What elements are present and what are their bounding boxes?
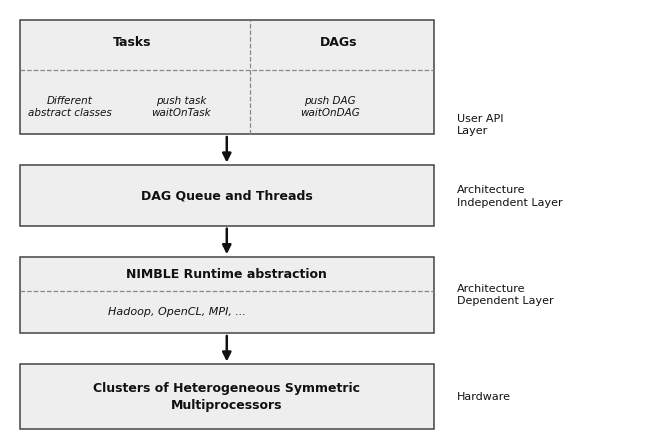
- Text: NIMBLE Runtime abstraction: NIMBLE Runtime abstraction: [126, 268, 327, 281]
- Text: push task
waitOnTask: push task waitOnTask: [151, 96, 211, 118]
- Text: Hardware: Hardware: [457, 392, 511, 402]
- Text: Different
abstract classes: Different abstract classes: [28, 96, 111, 118]
- Text: User API
Layer: User API Layer: [457, 114, 504, 136]
- Text: DAG Queue and Threads: DAG Queue and Threads: [141, 189, 313, 202]
- Bar: [20, 257, 434, 333]
- Bar: [20, 364, 434, 429]
- Text: Tasks: Tasks: [113, 36, 151, 50]
- Text: Clusters of Heterogeneous Symmetric
Multiprocessors: Clusters of Heterogeneous Symmetric Mult…: [93, 382, 360, 412]
- Text: Architecture
Independent Layer: Architecture Independent Layer: [457, 186, 562, 208]
- Text: Architecture
Dependent Layer: Architecture Dependent Layer: [457, 284, 554, 306]
- Bar: [20, 165, 434, 226]
- Text: Hadoop, OpenCL, MPI, ...: Hadoop, OpenCL, MPI, ...: [108, 308, 246, 317]
- Bar: [20, 20, 434, 134]
- Text: DAGs: DAGs: [319, 36, 358, 50]
- Text: push DAG
waitOnDAG: push DAG waitOnDAG: [300, 96, 360, 118]
